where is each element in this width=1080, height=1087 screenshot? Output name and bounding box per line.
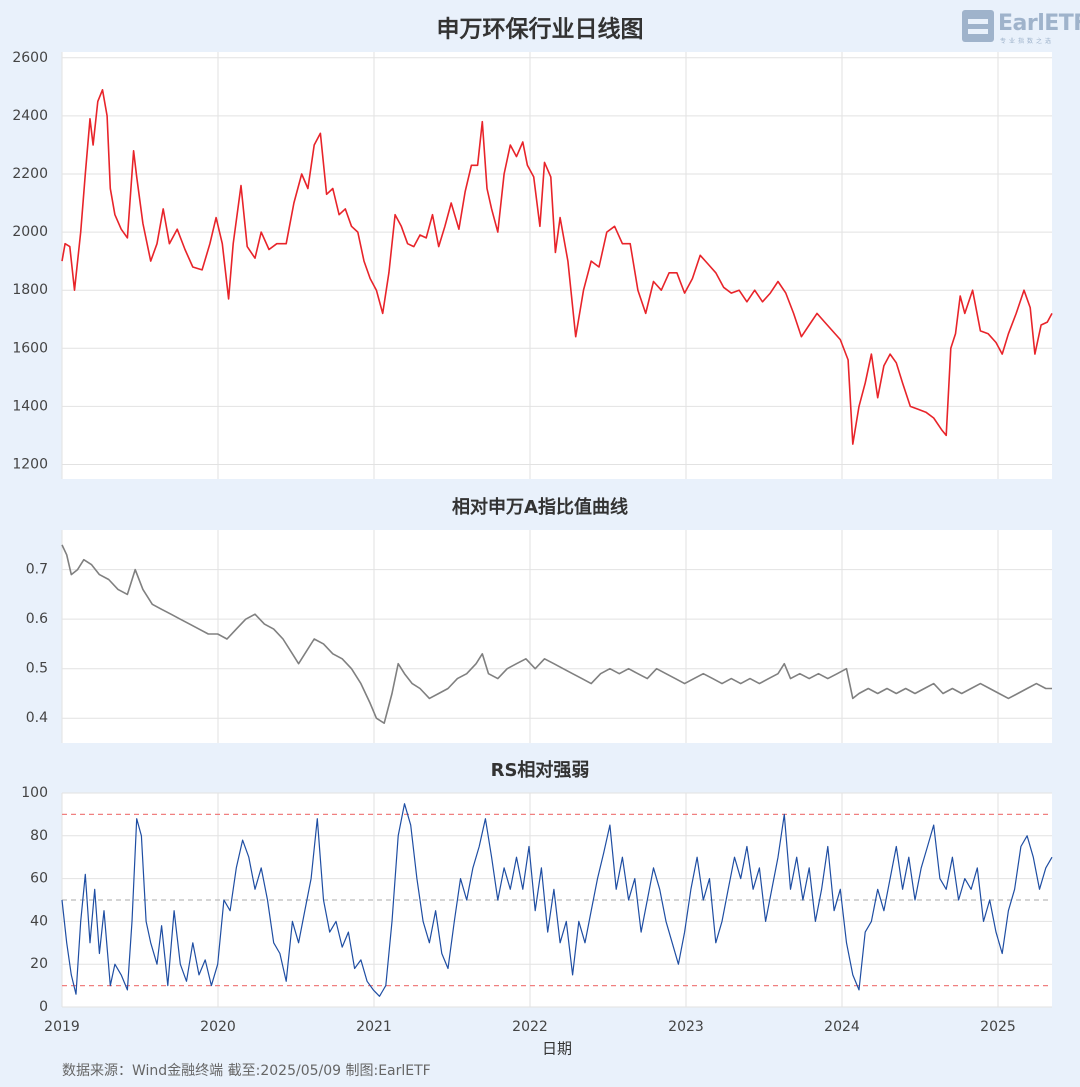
price-ytick-label: 1400 [12, 398, 48, 414]
rs-xtick-label: 2019 [44, 1019, 80, 1035]
rs-xaxis-label: 日期 [542, 1040, 572, 1058]
rs-ytick-label: 40 [30, 913, 48, 929]
rs-ytick-label: 0 [39, 999, 48, 1015]
price-series-line [61, 89, 1053, 445]
price-plot-area [62, 52, 1052, 479]
panel-ratio: 相对申万A指比值曲线 0.4 0.5 0.6 0.7 [26, 496, 1052, 743]
price-ytick-label: 2400 [12, 108, 48, 124]
panel-rs: RS相对强弱 0 20 40 60 80 100 2019 2020 2021 2022 2023 20… [21, 759, 1053, 1058]
rs-ytick-label: 100 [21, 785, 48, 801]
ratio-ytick-label: 0.6 [26, 611, 48, 627]
rs-ytick-label: 80 [30, 828, 48, 844]
ratio-ytick-label: 0.7 [26, 562, 48, 578]
rs-series-line [61, 803, 1053, 997]
price-ytick-label: 1200 [12, 456, 48, 472]
ratio-ytick-label: 0.5 [26, 661, 48, 677]
rs-xtick-label: 2021 [356, 1019, 392, 1035]
rs-xtick-label: 2020 [200, 1019, 236, 1035]
price-ytick-label: 2600 [12, 50, 48, 66]
source-note: 数据来源：Wind金融终端 截至:2025/05/09 制图:EarlETF [62, 1063, 431, 1079]
rs-xtick-label: 2024 [824, 1019, 860, 1035]
price-title: 申万环保行业日线图 [437, 16, 644, 43]
rs-ytick-label: 60 [30, 871, 48, 887]
rs-xtick-label: 2022 [512, 1019, 548, 1035]
rs-xtick-label: 2025 [980, 1019, 1016, 1035]
price-ytick-label: 2000 [12, 224, 48, 240]
ratio-series-line [61, 544, 1052, 724]
rs-title: RS相对强弱 [491, 759, 590, 781]
logo-mark-icon [962, 10, 994, 42]
rs-xtick-label: 2023 [668, 1019, 704, 1035]
logo-subtitle: 专业指数之选 [1000, 38, 1055, 45]
price-ytick-label: 1800 [12, 282, 48, 298]
price-ytick-label: 1600 [12, 340, 48, 356]
ratio-plot-area [62, 530, 1052, 743]
rs-ytick-label: 20 [30, 956, 48, 972]
logo-text: EarlETF [998, 11, 1080, 36]
brand-logo: EarlETF 专业指数之选 [962, 10, 1080, 45]
ratio-ytick-label: 0.4 [26, 710, 48, 726]
price-ytick-label: 2200 [12, 166, 48, 182]
ratio-title: 相对申万A指比值曲线 [452, 496, 628, 518]
panel-price: 申万环保行业日线图 1200 1400 1600 1800 2000 2200 2400 260… [12, 16, 1053, 479]
